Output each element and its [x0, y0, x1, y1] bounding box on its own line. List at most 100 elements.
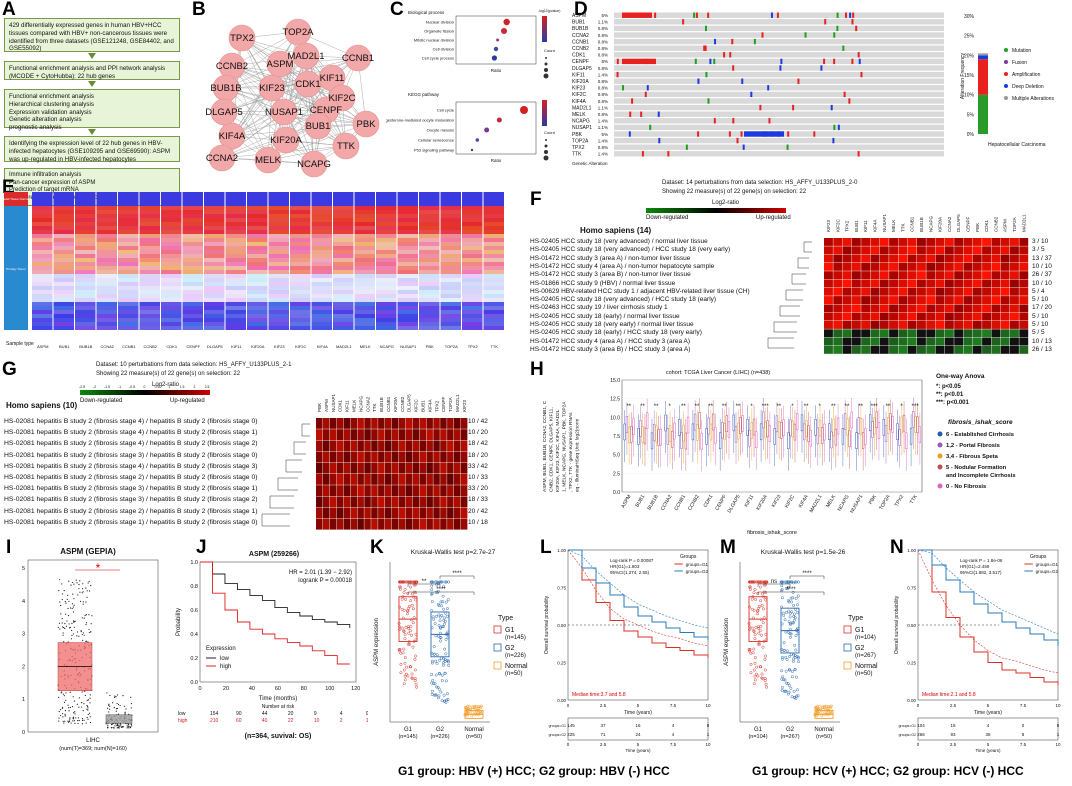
heat-cell: [917, 263, 926, 271]
heat-cell: [32, 246, 53, 250]
heat-cell: [484, 262, 505, 266]
alteration-mark: [833, 125, 835, 130]
box: [846, 419, 848, 435]
chart-title: cohort: TCGA Liver Cancer (LIHC) (n=438): [666, 370, 770, 376]
heat-cell: [861, 280, 870, 288]
cancer-label: Hepatocellular Carcinoma: [988, 142, 1046, 148]
heat-cell: [843, 271, 852, 279]
significance-label: ns: [771, 579, 777, 585]
heat-cell: [871, 255, 880, 263]
heat-cell: [898, 271, 907, 279]
risk-value: 225: [567, 732, 575, 737]
heat-cell: [392, 440, 399, 451]
data-point: [81, 702, 82, 703]
heat-cell: [333, 278, 354, 282]
data-point: [408, 632, 410, 634]
risk-row-label: groups=G1: [899, 724, 916, 728]
alteration-percent: 0.8%: [598, 53, 608, 58]
data-point: [75, 717, 76, 718]
alteration-mark: [767, 85, 769, 90]
heat-cell: [398, 310, 419, 314]
data-point: [754, 662, 756, 664]
heat-cell: [140, 306, 161, 310]
heat-cell: [32, 310, 53, 314]
gene-tick-label: MELK: [825, 493, 837, 508]
heat-cell: [290, 258, 311, 262]
heat-cell: [316, 429, 323, 440]
data-point: [797, 595, 799, 597]
heat-cell: [908, 271, 917, 279]
heat-cell: [364, 519, 371, 530]
heat-cell: [426, 508, 433, 519]
dendrogram-branch: [278, 478, 298, 490]
heat-cell: [269, 238, 290, 242]
alteration-mark: [732, 118, 734, 123]
heat-cell: [333, 192, 354, 206]
heat-cell: [936, 304, 945, 312]
heat-cell: [917, 338, 926, 346]
data-point: [64, 721, 65, 722]
fraction-label: 33 / 20: [468, 485, 488, 492]
data-point: [82, 583, 83, 584]
legend-label: Fusion: [1012, 60, 1027, 66]
heat-cell: [898, 296, 907, 304]
heat-cell: [462, 302, 483, 306]
heat-cell: [419, 282, 440, 286]
x-tick-label: 100: [325, 686, 334, 692]
gene-column-label: KIF20A: [393, 397, 398, 412]
heat-cell: [871, 321, 880, 329]
heat-cell: [843, 288, 852, 296]
box: [837, 418, 839, 434]
heat-cell: [1010, 246, 1019, 254]
data-point: [117, 703, 118, 704]
heat-cell: [908, 321, 917, 329]
heat-cell: [161, 282, 182, 286]
heat-cell: [861, 246, 870, 254]
heat-cell: [54, 266, 75, 270]
heat-cell: [973, 296, 982, 304]
data-point: [793, 613, 795, 615]
size-legend-dot: [545, 57, 547, 59]
risk-value: 266: [917, 732, 925, 737]
heat-cell: [926, 288, 935, 296]
data-point: [751, 627, 753, 629]
data-point: [70, 692, 71, 693]
data-point: [119, 726, 120, 727]
data-point: [445, 638, 447, 640]
gene-column-label: MELK: [891, 220, 896, 232]
heat-cell: [97, 238, 118, 242]
heat-cell: [161, 230, 182, 234]
alteration-mark: [729, 131, 731, 136]
data-point: [71, 623, 72, 624]
data-point: [82, 592, 83, 593]
heat-cell: [247, 262, 268, 266]
heat-cell: [398, 290, 419, 294]
data-point: [756, 613, 758, 615]
heat-cell: [330, 429, 337, 440]
heat-cell: [97, 222, 118, 226]
data-point: [128, 727, 129, 728]
heat-cell: [824, 255, 833, 263]
heat-cell: [461, 440, 468, 451]
heat-cell: [945, 346, 954, 354]
heat-cell: [290, 310, 311, 314]
heat-cell: [97, 192, 118, 206]
data-point: [77, 594, 78, 595]
legend-count: (n=267): [855, 653, 876, 659]
data-point: [72, 608, 73, 609]
box: [692, 424, 694, 440]
data-point: [793, 690, 795, 692]
heat-cell: [462, 318, 483, 322]
heat-cell: [204, 318, 225, 322]
hcv-survival-plot: 1.000.750.500.250.000 2.5 5 7.5 10Overall su…: [888, 536, 1072, 756]
significance-star: **: [626, 404, 631, 410]
sample-track: [614, 118, 944, 123]
network-node-label: BUB1B: [210, 83, 241, 94]
heat-cell: [269, 246, 290, 250]
panel-l: L 1.00 0.75 0.50 0.25 0.00 0 2.5 5 7.5 10 Overall …: [538, 536, 718, 756]
x-tick-count: (n=145): [398, 734, 417, 740]
significance-star: **: [695, 404, 700, 410]
heat-cell: [183, 294, 204, 298]
heat-cell: [419, 270, 440, 274]
alteration-mark: [658, 138, 660, 143]
